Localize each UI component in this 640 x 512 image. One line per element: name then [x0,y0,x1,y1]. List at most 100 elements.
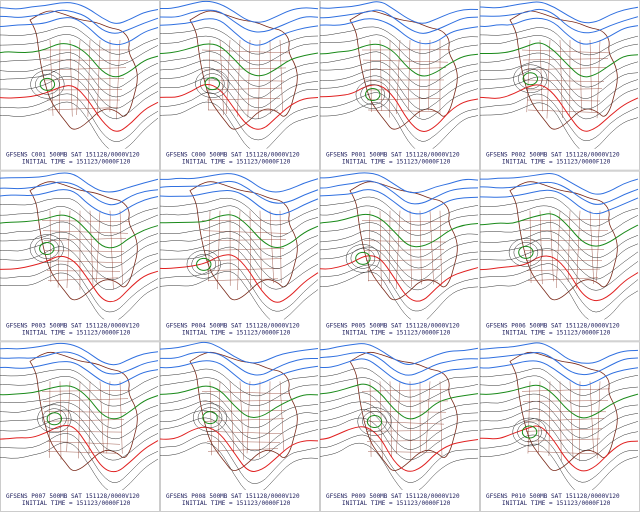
contour-line [480,248,639,291]
contour-line [160,417,319,461]
contour-line [320,351,479,376]
map-area [320,1,479,149]
closed-contour [350,248,376,269]
panel-initial-time: INITIAL TIME = 151123/0000F120 [22,329,131,336]
border-line [363,411,447,413]
border-line [201,391,291,394]
contour-line [0,181,159,206]
border-line [269,39,271,114]
border-line [525,88,603,91]
panel-frame [160,341,320,512]
contour-line [160,341,319,364]
border-line [259,381,261,458]
map-panel: GFSENS P006 500MB SAT 151128/0000V120INI… [480,170,640,342]
border-line [576,210,581,289]
contour-line [160,18,319,46]
border-line [49,210,52,283]
contour-line [320,401,479,441]
panel-initial-time: INITIAL TIME = 151123/0000F120 [182,500,291,507]
contour-line [160,262,319,312]
contour-line [320,383,479,420]
border-line [526,99,601,102]
border-line [49,381,51,458]
closed-contour [191,254,217,275]
contour-line [480,102,639,149]
contour-line [480,230,639,268]
contour-line [320,34,479,65]
panel-frame [0,341,160,512]
closed-contour [202,411,218,425]
contour-line [160,84,319,130]
closed-contour [522,72,539,86]
map-panel: GFSENS P010 500MB SAT 151128/0000V120INI… [480,341,640,512]
closed-contour [30,70,65,99]
border-line [207,448,279,452]
map-panel: GFSENS P001 500MB SAT 151128/0000V120INI… [320,0,480,171]
border-line [579,381,581,462]
map-area [480,342,639,491]
border-line [521,49,611,54]
contour-line [0,2,159,24]
map-area [160,0,319,149]
panel-title: GFSENS P002 500MB SAT 151128/0000V120 [486,152,620,159]
contour-line [160,9,319,33]
border-line [521,388,611,392]
contour-line [160,377,319,406]
map-panel: GFSENS P002 500MB SAT 151128/0000V120INI… [480,0,640,171]
closed-contour [35,74,60,95]
contour-line [480,434,639,483]
border-line [409,210,412,287]
contour-line [0,263,159,313]
contour-line [0,17,159,46]
contour-line [480,60,639,99]
contour-line [160,426,319,472]
border-line [59,39,61,113]
border-line [524,249,605,251]
border-line [66,381,71,452]
panel-frame [0,0,160,171]
panel-title: GFSENS P003 500MB SAT 151128/0000V120 [6,322,140,329]
contour-line [480,425,639,472]
contour-line [0,425,159,473]
border-line [47,107,119,111]
border-line [279,39,283,112]
panel-title: GFSENS C001 500MB SAT 151128/0000V120 [6,152,140,159]
border-line [548,381,551,456]
contour-line [160,51,319,87]
border-line [379,39,383,112]
contour-line [320,213,479,248]
contour-line [160,35,319,66]
border-line [205,258,283,261]
border-line [363,67,447,71]
panel-frame [480,0,640,171]
border-line [439,210,442,285]
contour-line [320,367,479,398]
closed-contour [512,417,547,447]
border-line [45,431,123,433]
contour-line [0,385,159,420]
border-line [203,410,287,412]
panel-frame [320,0,480,171]
contour-line [320,68,479,110]
border-line [365,259,443,261]
border-line [42,398,129,402]
contour-line [480,400,639,439]
panel-title: GFSENS P004 500MB SAT 151128/0000V120 [166,322,300,329]
contour-line [320,409,479,450]
contour-line [320,75,479,120]
contour-line [480,263,639,313]
border-line [44,419,125,422]
contour-line [160,254,319,303]
map-area [0,172,159,320]
contour-line [0,93,159,142]
border-line [49,39,54,116]
closed-contour [365,88,381,102]
contour-line [320,255,479,302]
closed-contour [521,425,538,439]
closed-contour [518,68,543,89]
border-line [96,210,101,282]
border-line [204,248,285,251]
contour-line [160,101,319,149]
panel-title: GFSENS C000 500MB SAT 151128/0000V120 [166,152,300,159]
